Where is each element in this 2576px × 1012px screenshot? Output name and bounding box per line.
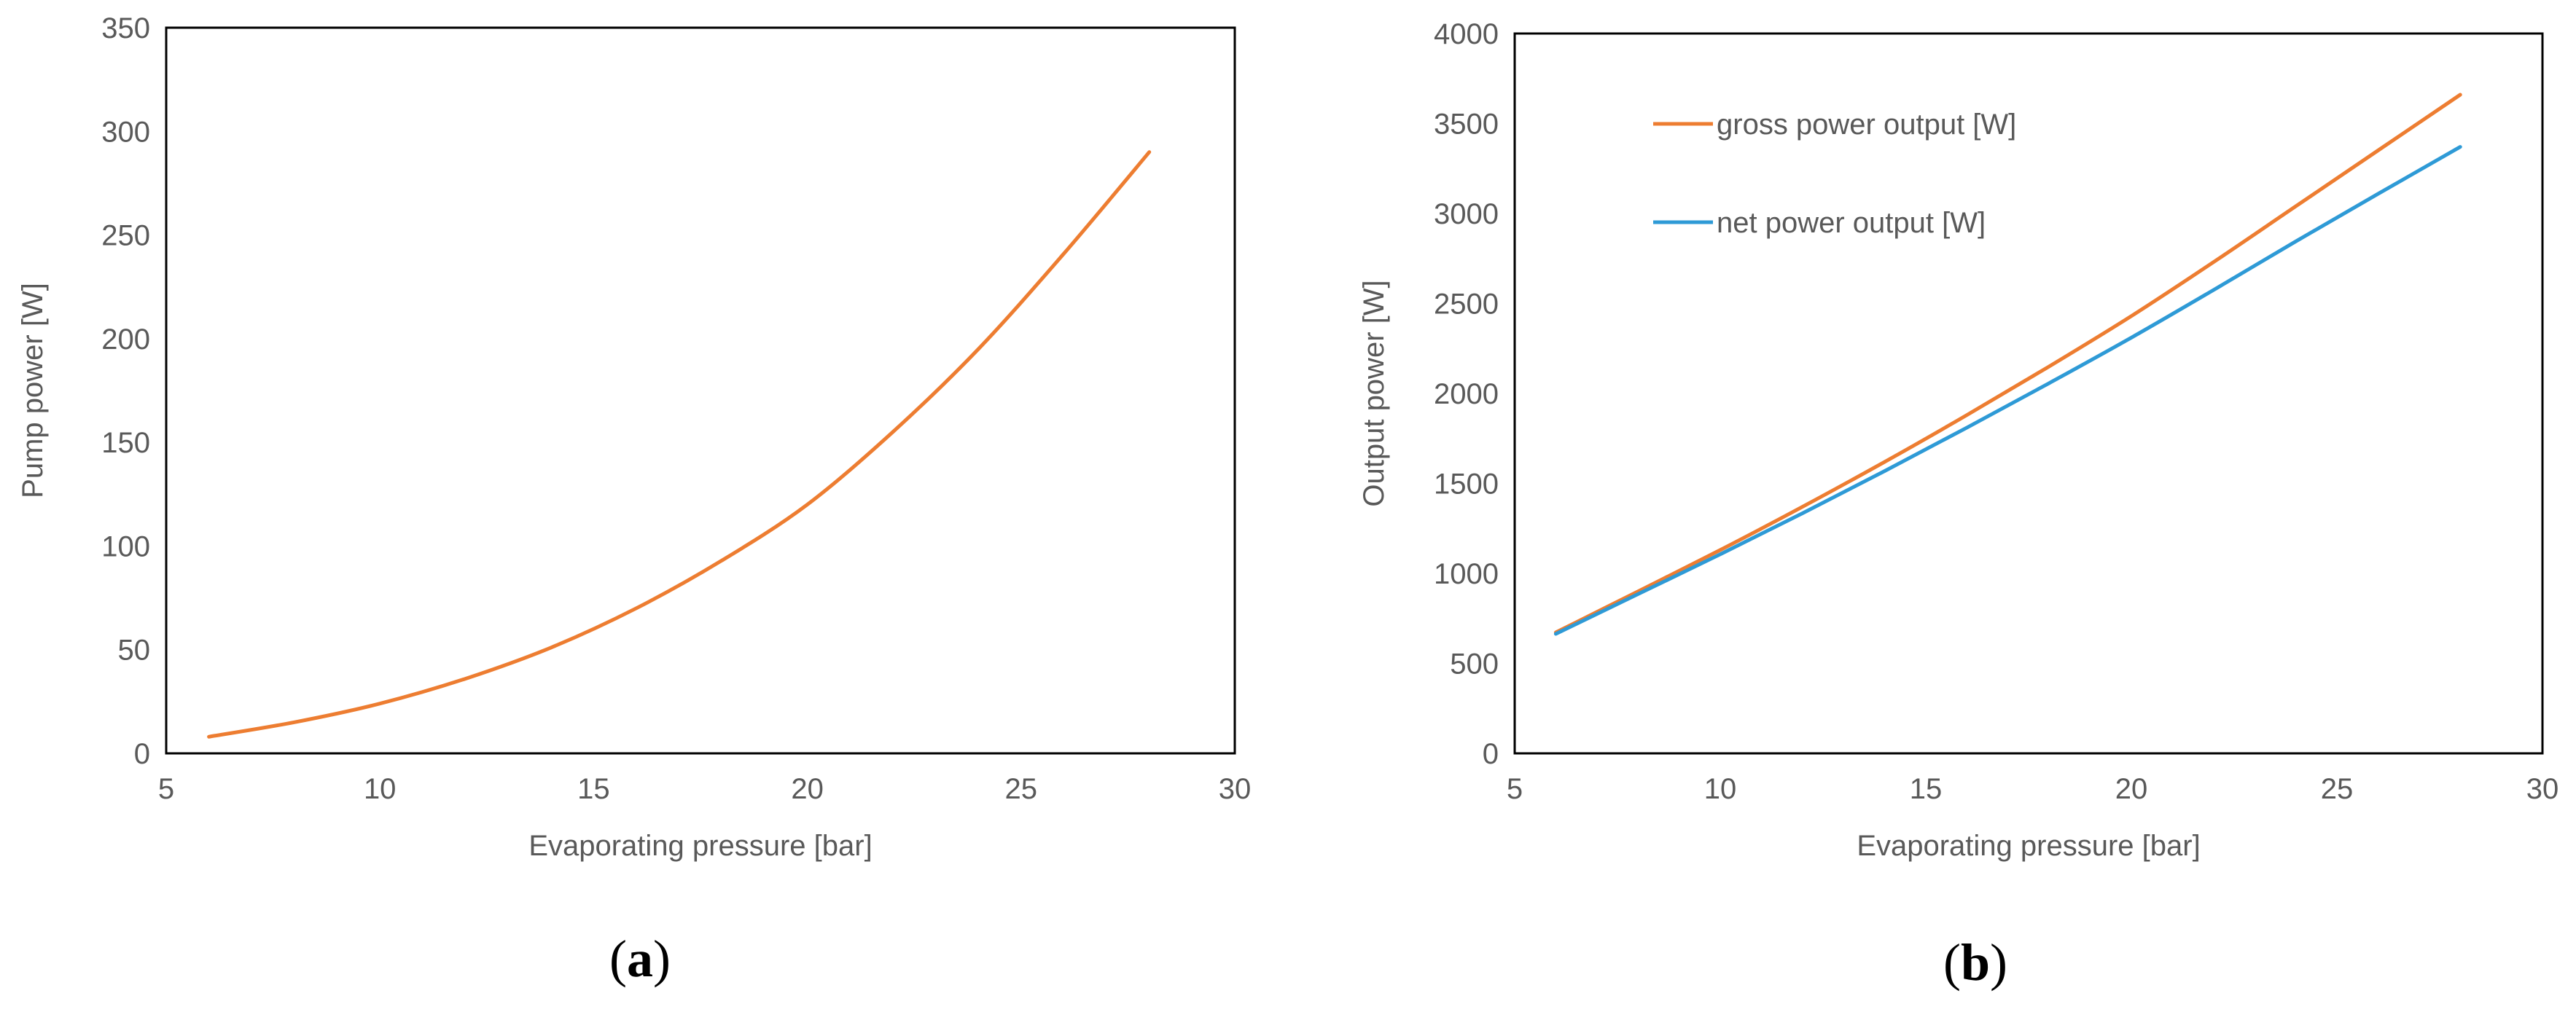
panel-b-y-axis-title: Output power [W] <box>1358 280 1390 506</box>
panel-b-plot-frame <box>1513 32 2544 755</box>
y-tick-label: 3500 <box>1434 109 1499 141</box>
x-tick-label: 10 <box>1704 773 1737 805</box>
x-tick-label: 25 <box>1005 773 1038 805</box>
x-tick-label: 15 <box>577 773 610 805</box>
y-tick-label: 100 <box>101 530 150 562</box>
panel-a-marks <box>207 150 1152 739</box>
y-tick-label: 300 <box>101 116 150 148</box>
x-tick-label: 20 <box>791 773 824 805</box>
panel-a-caption-close: ) <box>653 930 671 988</box>
x-tick-label: 10 <box>364 773 397 805</box>
y-tick-label: 50 <box>118 635 151 667</box>
series-line-1 <box>207 150 1152 739</box>
panel-b-caption: (b) <box>1943 933 2007 992</box>
x-tick-label: 15 <box>1910 773 1943 805</box>
panel-a-x-axis-title: Evaporating pressure [bar] <box>528 830 872 862</box>
y-tick-label: 150 <box>101 427 150 459</box>
x-tick-label: 25 <box>2321 773 2354 805</box>
panel-b-caption-open: ( <box>1943 933 1961 992</box>
x-tick-label: 5 <box>1507 773 1523 805</box>
y-tick-label: 200 <box>101 323 150 356</box>
y-tick-label: 0 <box>1483 738 1499 770</box>
panel-b-marks <box>1553 93 2462 636</box>
legend-label-2: net power output [W] <box>1717 207 1986 239</box>
y-tick-label: 350 <box>101 12 150 44</box>
series-line-2 <box>1553 145 2462 636</box>
panel-b-chart: 5 10 15 20 25 30 0 500 1000 1500 2000 2500 3000 3500 4… <box>1358 18 2559 992</box>
panel-a-caption-letter: a <box>627 930 653 988</box>
x-tick-label: 30 <box>1219 773 1252 805</box>
panel-a-y-axis-title: Pump power [W] <box>17 283 49 498</box>
panel-a-caption: (a) <box>609 930 671 988</box>
y-tick-label: 250 <box>101 220 150 252</box>
panel-a-plot-frame <box>165 26 1236 755</box>
panel-b-legend: gross power output [W] net power output [… <box>1653 109 2016 239</box>
y-tick-label: 2500 <box>1434 289 1499 321</box>
y-tick-label: 500 <box>1450 648 1499 680</box>
series-line-1 <box>1553 93 2462 635</box>
y-tick-label: 1500 <box>1434 468 1499 501</box>
panel-b-caption-letter: b <box>1961 933 1990 992</box>
panel-b-x-axis-title: Evaporating pressure [bar] <box>1857 830 2200 862</box>
panel-b-ticks: 5 10 15 20 25 30 0 500 1000 1500 2000 2500 3000 3500 4… <box>1434 18 2559 805</box>
x-tick-label: 20 <box>2115 773 2148 805</box>
panel-a-caption-open: ( <box>609 930 627 988</box>
y-tick-label: 1000 <box>1434 558 1499 590</box>
x-tick-label: 30 <box>2526 773 2559 805</box>
y-tick-label: 0 <box>134 738 150 770</box>
y-tick-label: 2000 <box>1434 378 1499 410</box>
panel-b-caption-close: ) <box>1990 933 2007 992</box>
x-tick-label: 5 <box>158 773 174 805</box>
legend-label-1: gross power output [W] <box>1717 109 2016 141</box>
y-tick-label: 4000 <box>1434 18 1499 50</box>
y-tick-label: 3000 <box>1434 198 1499 230</box>
